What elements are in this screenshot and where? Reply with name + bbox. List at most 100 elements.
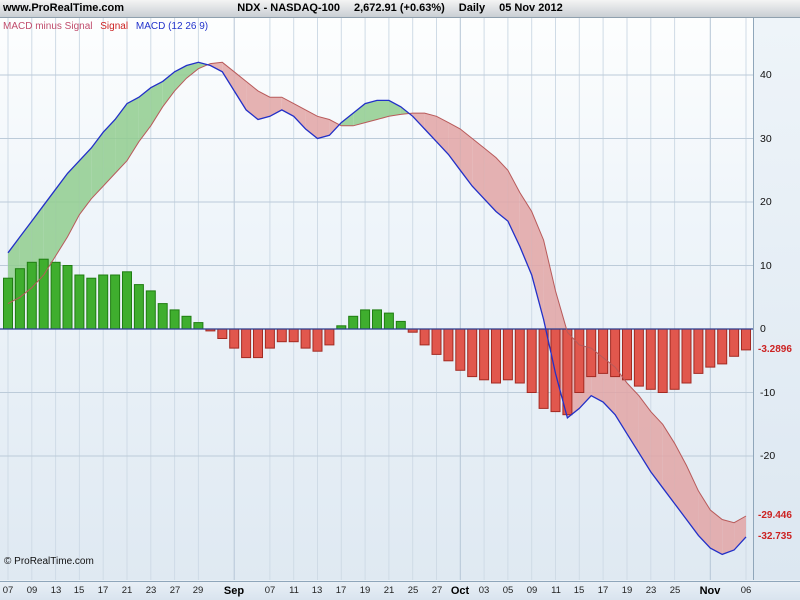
macd-signal-band — [293, 103, 306, 129]
y-axis-tick-label: -20 — [760, 450, 776, 462]
macd-signal-band — [55, 173, 68, 256]
x-axis-month-label: Sep — [223, 585, 245, 597]
macd-signal-band — [79, 148, 92, 215]
legend-macd-minus-signal[interactable]: MACD minus Signal — [3, 21, 93, 32]
macd-signal-band — [317, 116, 330, 139]
macd-signal-band — [496, 157, 508, 222]
timeframe-label[interactable]: Daily — [458, 2, 486, 14]
histogram-bar — [657, 328, 668, 393]
histogram-bar — [610, 328, 621, 378]
histogram-bar — [395, 320, 406, 330]
site-link[interactable]: www.ProRealTime.com — [3, 2, 125, 14]
x-axis-tick-label: 23 — [645, 585, 657, 596]
histogram-bar — [50, 261, 61, 330]
histogram-bar — [669, 328, 680, 390]
instrument-info: NDX - NASDAQ-100 2,672.91 (+0.63%) Daily 05… — [230, 2, 569, 14]
histogram-bar — [193, 322, 204, 330]
x-axis-tick-label: 19 — [359, 585, 371, 596]
x-axis-tick-label: 19 — [621, 585, 633, 596]
histogram-bar — [717, 328, 728, 365]
chart-plot-area[interactable]: MACD minus Signal Signal MACD (12 26 9) … — [0, 18, 754, 580]
macd-signal-band — [365, 100, 377, 123]
histogram-bar — [276, 328, 287, 343]
histogram-bar — [419, 328, 430, 346]
macd-signal-band — [674, 443, 687, 520]
histogram-bar — [574, 328, 585, 393]
macd-signal-band — [734, 516, 746, 550]
histogram-bar — [288, 328, 299, 343]
histogram-bar — [169, 309, 180, 330]
histogram-bar — [181, 315, 192, 330]
x-axis-tick-label: 21 — [121, 585, 133, 596]
macd-signal-band — [162, 71, 175, 107]
histogram-bar — [217, 328, 228, 339]
time-axis[interactable]: 07 09 13 15 17 21 23 27 29 Sep 07 11 13 17 19 21 25 27 Oct… — [0, 581, 800, 600]
y-axis-tick-label: 40 — [760, 69, 772, 81]
macd-signal-band — [91, 132, 104, 199]
x-axis-tick-label: 07 — [2, 585, 14, 596]
indicator-legend: MACD minus Signal Signal MACD (12 26 9) — [3, 21, 213, 32]
macd-signal-band — [531, 211, 544, 320]
histogram-bar — [253, 328, 263, 359]
macd-signal-band — [424, 113, 437, 142]
macd-signal-band — [460, 129, 473, 187]
price-change-label: 2,672.91 (+0.63%) — [353, 2, 445, 14]
macd-signal-band — [138, 87, 151, 142]
date-label: 05 Nov 2012 — [499, 2, 563, 14]
macd-signal-band — [174, 65, 187, 91]
x-axis-tick-label: 13 — [50, 585, 62, 596]
x-axis-tick-label: 05 — [502, 585, 514, 596]
histogram-bar — [324, 328, 335, 346]
y-axis-tick-label: 20 — [760, 196, 772, 208]
macd-signal-band — [258, 90, 270, 120]
signal-line — [7, 61, 747, 524]
x-axis-month-label: Nov — [699, 585, 721, 597]
y-axis-tick-label: -10 — [760, 387, 776, 399]
macd-signal-band — [519, 192, 532, 275]
histogram-bar — [348, 315, 359, 330]
histogram-bar — [383, 312, 394, 330]
x-axis-tick-label: 03 — [478, 585, 490, 596]
x-axis-tick-label: 11 — [289, 585, 299, 596]
histogram-bar — [110, 274, 121, 330]
histogram-bar — [514, 328, 525, 384]
price-axis[interactable]: 40 30 20 10 0 -10 -20 -3.2896 -29.446 -32.735 — [754, 18, 800, 580]
y-axis-tick-label: 0 — [760, 323, 766, 335]
histogram-bar — [133, 284, 144, 330]
histogram-bar — [729, 328, 740, 357]
macd-signal-band — [269, 97, 282, 117]
macd-signal-band — [662, 424, 675, 504]
legend-signal[interactable]: Signal — [100, 21, 129, 32]
macd-line — [7, 61, 747, 556]
histogram-bar — [312, 328, 323, 352]
x-axis-tick-label: 23 — [145, 585, 157, 596]
legend-macd[interactable]: MACD (12 26 9) — [135, 21, 209, 32]
macd-signal-band — [472, 138, 485, 199]
macd-signal-band — [710, 510, 723, 555]
macd-signal-band — [377, 100, 389, 120]
macd-signal-band — [686, 465, 699, 536]
histogram-bar — [622, 328, 632, 381]
macd-signal-band — [722, 519, 735, 555]
copyright-watermark: © ProRealTime.com — [4, 556, 94, 567]
symbol-label: NDX - NASDAQ-100 — [237, 2, 340, 14]
histogram-bar — [264, 328, 275, 349]
macd-signal-band — [103, 119, 116, 187]
x-axis-tick-label: 11 — [551, 585, 561, 596]
x-axis-tick-label: 17 — [97, 585, 109, 596]
histogram-bar — [562, 328, 573, 416]
histogram-bar — [479, 328, 490, 381]
histogram-bar — [491, 328, 501, 384]
y-axis-tick-label: 10 — [760, 260, 772, 272]
macd-signal-band — [198, 62, 208, 69]
x-axis-tick-label: 27 — [169, 585, 181, 596]
histogram-bar — [241, 328, 252, 359]
x-axis-tick-label: 15 — [73, 585, 85, 596]
histogram-bar — [467, 328, 478, 378]
x-axis-tick-label: 29 — [192, 585, 204, 596]
x-axis-tick-label: 17 — [597, 585, 609, 596]
x-axis-tick-label: 06 — [740, 585, 752, 596]
histogram-bar — [300, 328, 311, 349]
chart-canvas — [0, 18, 753, 580]
histogram-bar — [455, 328, 466, 371]
